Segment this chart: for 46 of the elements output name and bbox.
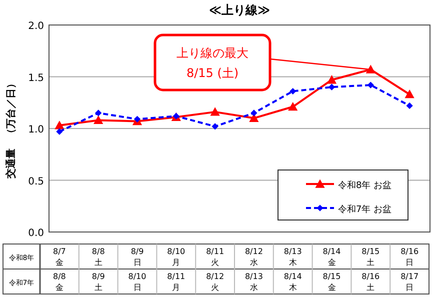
point <box>366 64 376 74</box>
text: 8/17 日 <box>400 272 419 292</box>
point <box>54 120 64 130</box>
y-tick-label: 1.5 <box>28 72 44 84</box>
y-axis-title: 交通量 （万台／日） <box>5 78 17 180</box>
text: 8/9 土 <box>92 272 105 292</box>
point <box>326 75 337 84</box>
y-tick-label: 0.5 <box>28 176 44 188</box>
text: 8/11 月 <box>167 272 186 292</box>
x-tick-label: 8/11 火 <box>206 247 224 267</box>
x-tick-label: 8/9 日 <box>130 247 144 267</box>
text: 8/8 金 <box>53 272 66 292</box>
x-tick-label: 8/14 金 <box>322 247 341 267</box>
point <box>95 110 102 116</box>
chart-title: ≪上り線≫ <box>208 3 270 17</box>
text: 8/14 木 <box>284 272 302 292</box>
legend-label: 令和7年 お盆 <box>338 204 392 215</box>
text: 8/15 金 <box>322 272 341 292</box>
point <box>250 110 258 116</box>
point <box>404 90 414 98</box>
x-tick-label: 8/7 金 <box>53 247 66 267</box>
point <box>56 128 63 135</box>
point <box>288 102 298 111</box>
point <box>328 84 336 90</box>
text: 8/10 日 <box>128 272 146 292</box>
annotation: 上り線の最大 8/15 (土) <box>176 46 248 80</box>
point <box>94 115 104 124</box>
x-tick-label: 8/16 日 <box>400 247 419 267</box>
point <box>367 82 374 88</box>
text: 8/13 水 <box>244 272 263 292</box>
point <box>134 116 141 122</box>
y-tick-label: 1.0 <box>28 124 44 136</box>
x-tick-label: 8/10 月 <box>167 247 186 267</box>
x-tick-label: 8/13 木 <box>284 247 302 267</box>
point <box>290 88 296 95</box>
point <box>406 102 413 110</box>
point <box>210 107 220 116</box>
text: 8/16 土 <box>362 272 380 292</box>
text: 8/12 火 <box>206 272 224 292</box>
y-tick-label: 0.0 <box>28 228 44 239</box>
y-tick-label: 2.0 <box>28 21 44 32</box>
x-tick-label: 8/15 土 <box>362 247 380 267</box>
x-tick-label: 8/8 土 <box>92 247 105 267</box>
x-tick-label: 8/12 水 <box>244 247 263 267</box>
point <box>212 123 218 130</box>
legend-label: 令和8年 お盆 <box>338 180 392 191</box>
